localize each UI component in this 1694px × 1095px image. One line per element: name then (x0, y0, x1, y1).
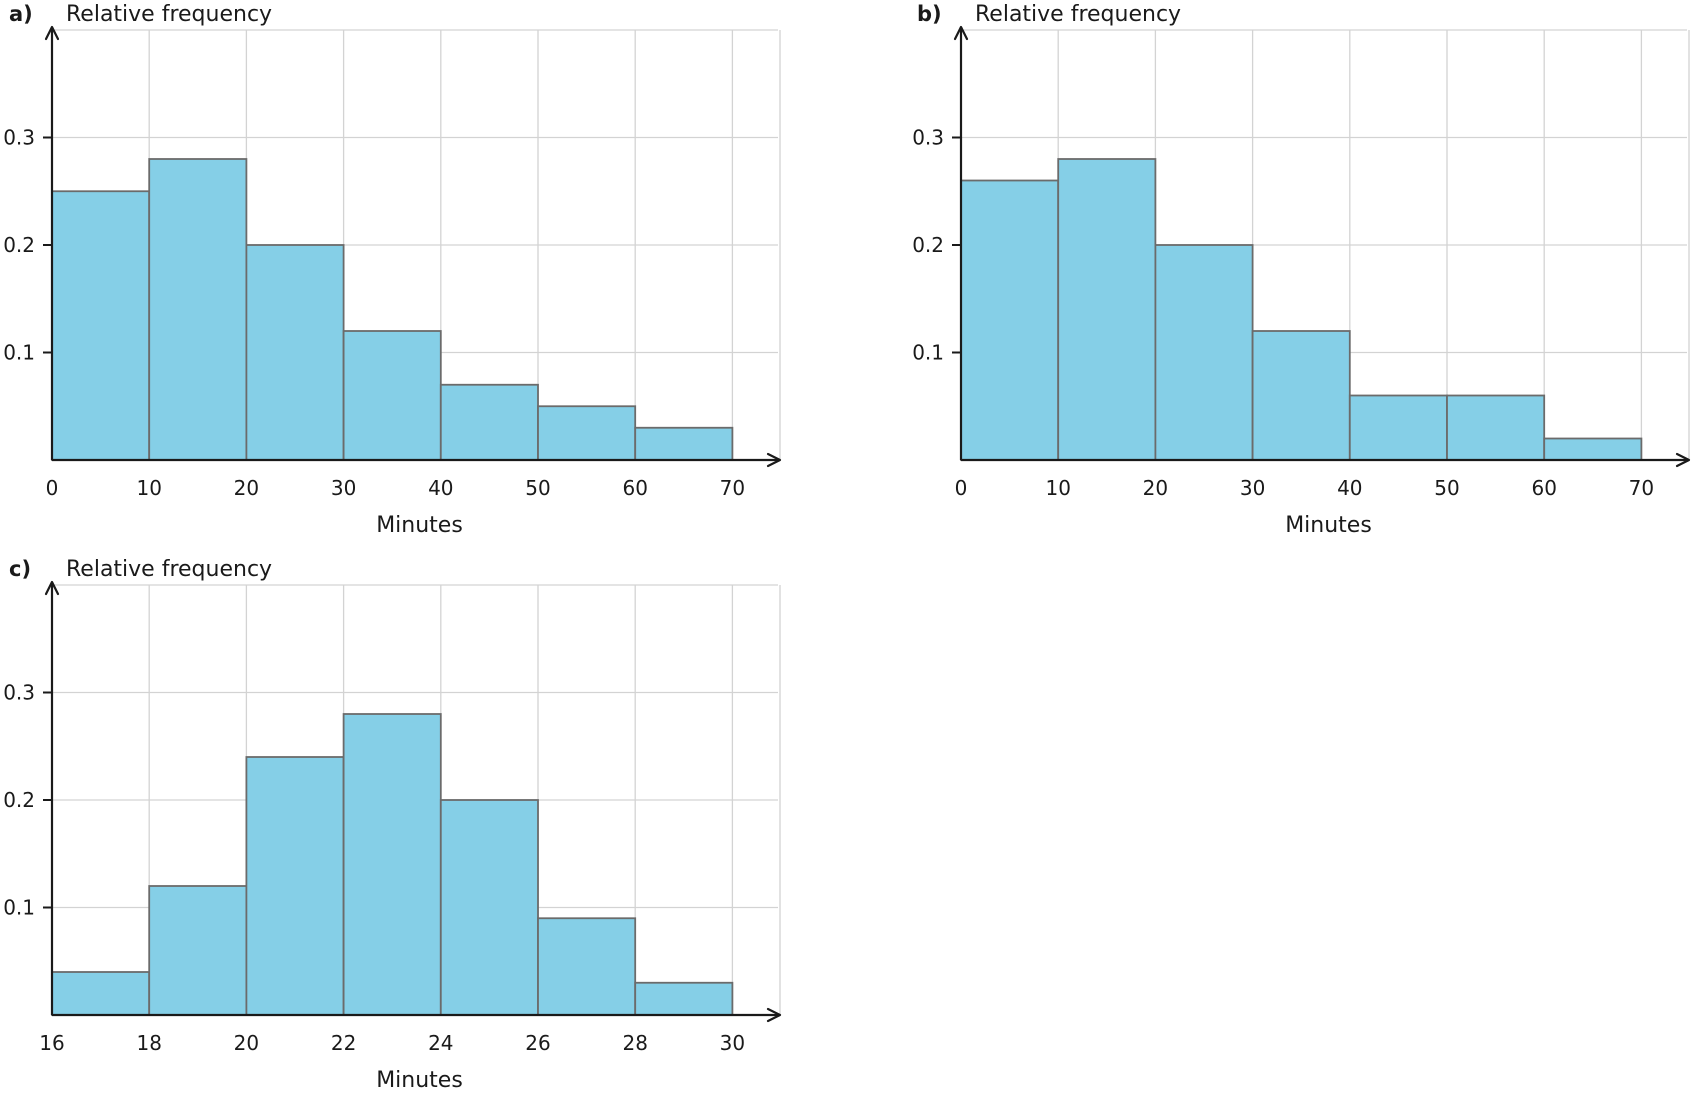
x-tick-label: 0 (46, 476, 59, 500)
histogram-bar (1154, 244, 1254, 461)
x-tick-label: 30 (720, 1031, 745, 1055)
panel-label: a) (9, 2, 33, 26)
x-tick-label: 40 (428, 476, 453, 500)
histogram-panel-a: 0.1 0.2 0.3 0 10 20 30 40 50 60 70 a) Relative frequ… (3, 2, 782, 538)
x-tick-label: 26 (525, 1031, 550, 1055)
x-tick-label: 50 (525, 476, 550, 500)
y-tick-label: 0.2 (912, 233, 944, 257)
y-axis-title: Relative frequency (975, 2, 1181, 27)
x-axis-arrowhead (766, 452, 782, 468)
x-tick-label: 18 (136, 1031, 161, 1055)
panel-label: c) (9, 557, 31, 581)
histogram-bar (51, 190, 151, 461)
x-tick-label: 70 (720, 476, 745, 500)
y-tick-label: 0.2 (3, 233, 35, 257)
y-tick-label: 0.1 (912, 341, 944, 365)
y-tick-label: 0.3 (912, 126, 944, 150)
x-tick-label: 50 (1434, 476, 1459, 500)
x-tick-label: 28 (622, 1031, 647, 1055)
x-axis-arrowhead (1675, 452, 1691, 468)
y-axis-arrowhead (953, 25, 969, 41)
histogram-bar (245, 756, 345, 1016)
x-axis-title: Minutes (1285, 513, 1372, 538)
x-axis-title: Minutes (376, 1068, 463, 1093)
histogram-bar (342, 330, 442, 461)
histogram-bar (148, 885, 248, 1016)
x-tick-label: 60 (1531, 476, 1556, 500)
y-tick-label: 0.1 (3, 341, 35, 365)
x-tick-label: 10 (136, 476, 161, 500)
histogram-bar (960, 179, 1060, 461)
histogram-bar (245, 244, 345, 461)
x-tick-label: 22 (331, 1031, 356, 1055)
x-tick-label: 10 (1045, 476, 1070, 500)
y-axis-arrowhead (44, 25, 60, 41)
x-tick-label: 20 (234, 1031, 259, 1055)
histogram-bar (1446, 394, 1546, 461)
histogram-panel-c: 0.1 0.2 0.3 16 18 20 22 24 26 28 30 c) Relative freq… (3, 557, 782, 1093)
x-axis-title: Minutes (376, 513, 463, 538)
histogram-bar (537, 917, 637, 1016)
histogram-bar (342, 713, 442, 1016)
histogram-bar (1348, 394, 1448, 461)
x-tick-label: 0 (955, 476, 968, 500)
histogram-bar (148, 158, 248, 461)
x-tick-label: 60 (622, 476, 647, 500)
x-tick-label: 30 (1240, 476, 1265, 500)
histogram-panel-b: 0.1 0.2 0.3 0 10 20 30 40 50 60 70 b) Relative frequ… (912, 2, 1691, 538)
y-axis-title: Relative frequency (66, 2, 272, 27)
y-axis-title: Relative frequency (66, 557, 272, 582)
x-tick-label: 40 (1337, 476, 1362, 500)
histogram-bar (537, 405, 637, 461)
x-tick-label: 30 (331, 476, 356, 500)
x-tick-label: 70 (1629, 476, 1654, 500)
x-tick-label: 16 (39, 1031, 64, 1055)
x-tick-label: 20 (1143, 476, 1168, 500)
y-tick-label: 0.3 (3, 126, 35, 150)
y-tick-label: 0.1 (3, 896, 35, 920)
histogram-bar (439, 383, 539, 461)
y-axis-arrowhead (44, 580, 60, 596)
panel-label: b) (917, 2, 942, 26)
histogram-bar (1251, 330, 1351, 461)
x-axis-arrowhead (766, 1007, 782, 1023)
histogram-bar (1543, 437, 1643, 461)
histogram-bar (1057, 158, 1157, 461)
x-tick-label: 20 (234, 476, 259, 500)
histogram-bar (634, 981, 734, 1016)
histogram-bar (634, 426, 734, 461)
y-tick-label: 0.3 (3, 681, 35, 705)
histogram-bar (439, 799, 539, 1016)
x-tick-label: 24 (428, 1031, 453, 1055)
histogram-bar (51, 971, 151, 1016)
y-tick-label: 0.2 (3, 788, 35, 812)
